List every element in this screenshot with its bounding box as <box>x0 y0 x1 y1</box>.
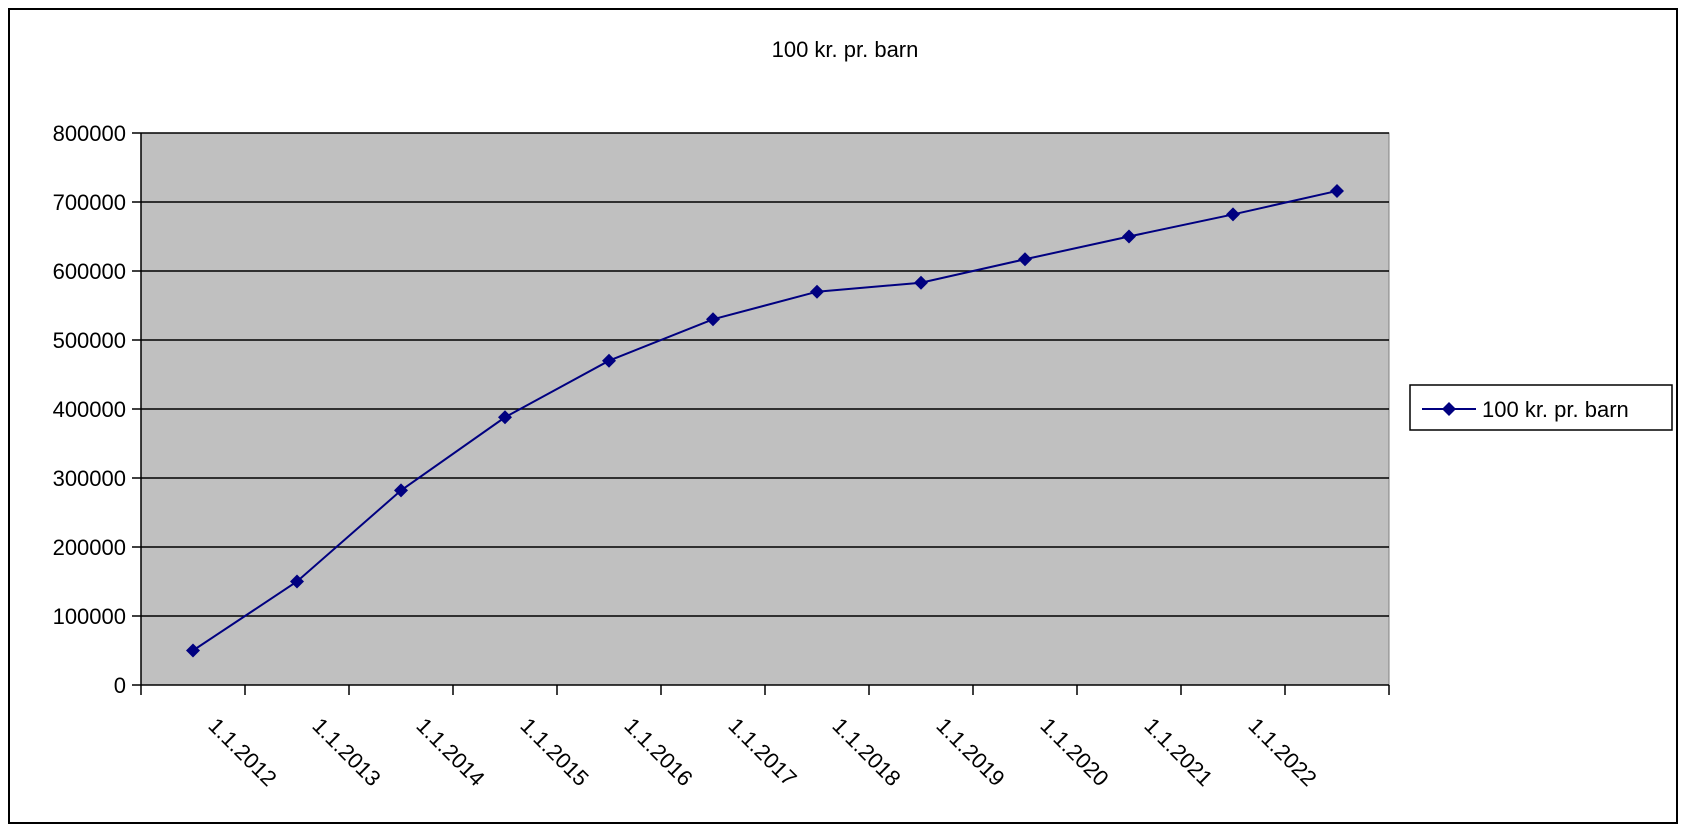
data-point-marker <box>914 275 928 290</box>
x-tick-label: 1.1.2014 <box>411 713 489 791</box>
legend: 100 kr. pr. barn <box>1409 384 1673 431</box>
data-point-marker <box>706 312 720 327</box>
data-point-marker <box>1122 229 1136 244</box>
legend-label: 100 kr. pr. barn <box>1482 397 1629 422</box>
chart-title: 100 kr. pr. barn <box>772 37 919 62</box>
x-tick-label: 1.1.2017 <box>723 713 801 791</box>
x-tick-label: 1.1.2020 <box>1035 713 1113 791</box>
data-point-marker <box>1330 183 1344 198</box>
plot-area: 0 100000 200000 300000 400000 500000 600000 700… <box>53 121 1390 791</box>
y-tick-label: 400000 <box>53 397 126 422</box>
data-point-marker <box>810 284 824 299</box>
y-tick-label: 600000 <box>53 259 126 284</box>
y-tick-label: 300000 <box>53 466 126 491</box>
y-tick-label: 800000 <box>53 121 126 146</box>
data-point-marker <box>602 353 616 368</box>
data-point-marker <box>1226 207 1240 222</box>
x-tick-label: 1.1.2021 <box>1139 713 1217 791</box>
data-point-marker <box>186 643 200 658</box>
y-tick-label: 700000 <box>53 190 126 215</box>
x-tick-label: 1.1.2019 <box>931 713 1009 791</box>
x-tick-label: 1.1.2018 <box>827 713 905 791</box>
data-point-marker <box>1018 252 1032 267</box>
series-line <box>192 189 1338 652</box>
x-tick-label: 1.1.2013 <box>307 713 385 791</box>
x-tick-label: 1.1.2022 <box>1243 713 1321 791</box>
data-point-marker <box>394 483 408 498</box>
x-tick-label: 1.1.2015 <box>515 713 593 791</box>
y-tick-label: 200000 <box>53 535 126 560</box>
x-tick-label: 1.1.2012 <box>203 713 281 791</box>
legend-marker <box>1442 402 1456 416</box>
y-tick-label: 100000 <box>53 604 126 629</box>
y-tick-label: 0 <box>114 673 126 698</box>
y-tick-label: 500000 <box>53 328 126 353</box>
data-point-marker <box>290 574 304 589</box>
x-tick-label: 1.1.2016 <box>619 713 697 791</box>
legend-box <box>1409 384 1673 431</box>
data-point-marker <box>498 410 512 425</box>
